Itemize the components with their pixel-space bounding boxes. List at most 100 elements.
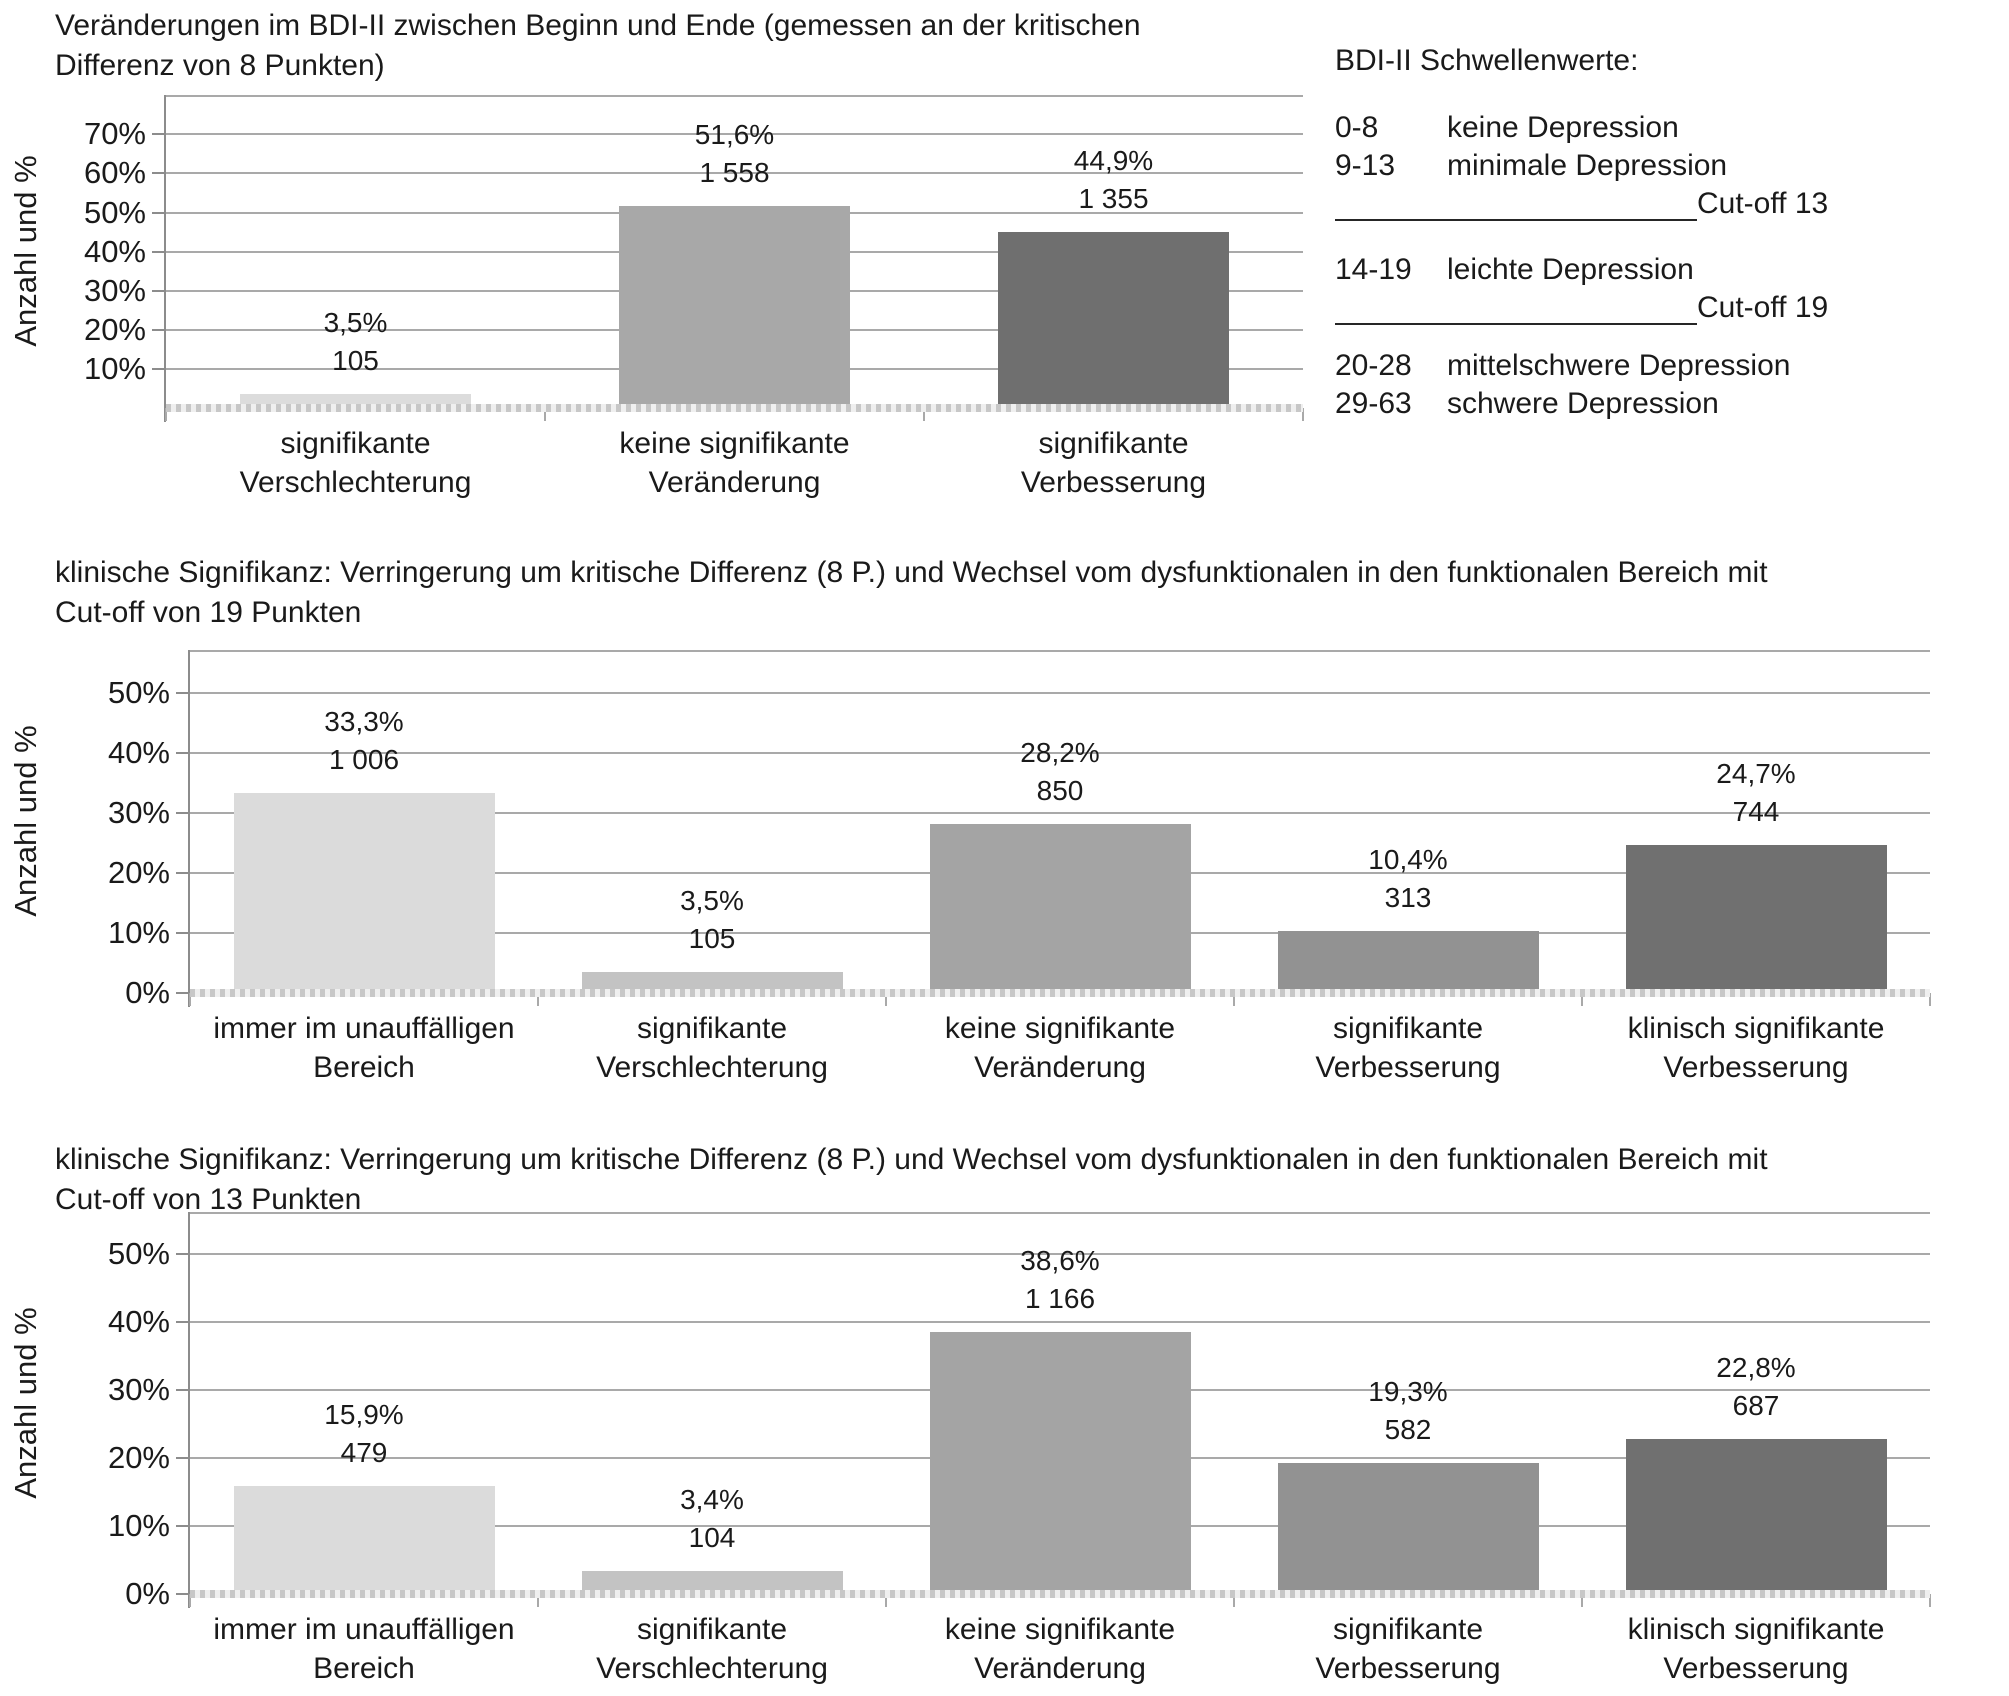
x-category-label: signifikante Verbesserung xyxy=(1315,1012,1501,1084)
y-tick-label: 40% xyxy=(107,1304,170,1339)
bar-percent-label: 44,9% xyxy=(1073,145,1154,177)
gridline xyxy=(190,692,1930,694)
gridline xyxy=(190,1321,1930,1323)
legend-label: leichte Depression xyxy=(1447,253,1694,286)
chart3-title-line2: Cut-off von 13 Punkten xyxy=(55,1183,362,1216)
y-axis-tick xyxy=(176,992,190,994)
x-category-label: keine signifikante Veränderung xyxy=(619,427,850,499)
chart1-title-line1: Veränderungen im BDI-II zwischen Beginn … xyxy=(55,9,1141,42)
y-axis-line xyxy=(188,650,190,1007)
y-tick-label: 40% xyxy=(83,233,146,269)
y-axis-tick xyxy=(176,1457,190,1459)
chart2-title-line1: klinische Signifikanz: Verringerung um k… xyxy=(55,556,1768,589)
x-category-label: signifikante Verbesserung xyxy=(1020,427,1207,499)
y-tick-label: 40% xyxy=(107,735,170,770)
bar-count-label: 582 xyxy=(1384,1413,1432,1445)
y-axis-tick xyxy=(176,1253,190,1255)
divider-line xyxy=(1335,185,1697,221)
legend-row-9-13: 9-13 minimale Depression xyxy=(1335,147,1955,185)
y-tick-label: 50% xyxy=(83,194,146,230)
legend-row-29-63: 29-63 schwere Depression xyxy=(1335,385,1955,423)
x-axis-tick xyxy=(189,1594,191,1607)
chart2-title-line2: Cut-off von 19 Punkten xyxy=(55,596,362,629)
y-axis-tick xyxy=(152,211,166,214)
legend-range: 20-28 xyxy=(1335,349,1412,382)
legend-row-0-8: 0-8 keine Depression xyxy=(1335,109,1955,147)
y-axis-tick xyxy=(176,1525,190,1527)
y-tick-label: 50% xyxy=(107,675,170,710)
bar-percent-label: 28,2% xyxy=(1020,736,1100,768)
chart3-plot: 0% 10% 20% 30% 40% 50% 15,9% 479 immer im unauff… xyxy=(108,1212,1931,1685)
y-axis-line xyxy=(188,1212,190,1608)
bar-count-label: 479 xyxy=(340,1436,388,1468)
x-axis-tick xyxy=(189,993,191,1006)
y-tick-label: 30% xyxy=(83,272,146,308)
bar-2 xyxy=(618,206,851,408)
legend-label: schwere Depression xyxy=(1447,387,1719,420)
x-axis-tick xyxy=(537,993,539,1006)
bar-percent-label: 3,5% xyxy=(323,307,388,339)
bar-count-label: 687 xyxy=(1732,1389,1780,1421)
gridline xyxy=(190,752,1930,754)
bar-count-label: 105 xyxy=(688,923,736,954)
bar-1 xyxy=(233,1485,495,1594)
y-axis-tick xyxy=(176,932,190,934)
y-axis-tick xyxy=(176,752,190,754)
legend-row-20-28: 20-28 mittelschwere Depression xyxy=(1335,347,1955,385)
bar-percent-label: 24,7% xyxy=(1716,757,1796,789)
y-axis-tick xyxy=(176,1321,190,1323)
x-axis-tick xyxy=(1929,1594,1931,1607)
gridline xyxy=(166,172,1303,175)
bar-percent-label: 51,6% xyxy=(694,119,775,151)
x-axis-tick xyxy=(1302,408,1304,421)
bdi-threshold-legend: BDI-II Schwellenwerte: 0-8 keine Depress… xyxy=(1335,42,1955,423)
x-category-label: immer im unauffälligen Bereich xyxy=(213,1613,515,1685)
gridline xyxy=(190,812,1930,814)
x-category-label: klinisch signifikante Verbesserung xyxy=(1627,1613,1885,1685)
bar-percent-label: 10,4% xyxy=(1368,843,1448,875)
y-tick-label: 10% xyxy=(83,350,146,386)
bar-percent-label: 22,8% xyxy=(1716,1351,1796,1383)
y-axis-tick xyxy=(152,133,166,136)
bar-percent-label: 3,4% xyxy=(680,1483,744,1515)
legend-range: 14-19 xyxy=(1335,253,1412,286)
plot-top-border xyxy=(166,95,1303,97)
x-category-label: keine signifikante Veränderung xyxy=(944,1613,1176,1685)
cutoff-13-divider: Cut-off 13 xyxy=(1335,185,1955,223)
x-category-label: signifikante Verschlechterung xyxy=(596,1012,828,1084)
x-category-label: signifikante Verschlechterung xyxy=(239,427,472,499)
x-category-label: signifikante Verschlechterung xyxy=(596,1613,828,1685)
bar-2 xyxy=(581,972,843,993)
cutoff-13-label: Cut-off 13 xyxy=(1697,187,1829,220)
x-axis-tick xyxy=(1233,1594,1235,1607)
y-axis-tick xyxy=(176,1593,190,1595)
bar-count-label: 1 355 xyxy=(1078,183,1149,215)
legend-title: BDI-II Schwellenwerte: xyxy=(1335,44,1639,77)
bar-3 xyxy=(929,1331,1191,1594)
cutoff-19-divider: Cut-off 19 xyxy=(1335,289,1955,327)
bar-count-label: 850 xyxy=(1036,774,1084,806)
bar-percent-label: 15,9% xyxy=(324,1398,404,1430)
bar-count-label: 1 166 xyxy=(1024,1282,1096,1314)
bar-4 xyxy=(1277,1462,1539,1594)
y-axis-tick xyxy=(152,172,166,175)
chart3-title-line1: klinische Signifikanz: Verringerung um k… xyxy=(55,1143,1768,1176)
legend-range: 29-63 xyxy=(1335,387,1412,420)
x-axis-tick xyxy=(165,408,167,421)
plot-top-border xyxy=(190,650,1930,652)
legend-label: minimale Depression xyxy=(1447,149,1728,182)
cutoff-19-label: Cut-off 19 xyxy=(1697,291,1829,324)
y-axis-tick xyxy=(152,289,166,292)
x-axis-tick xyxy=(885,993,887,1006)
x-category-label: immer im unauffälligen Bereich xyxy=(213,1012,515,1084)
x-category-label: keine signifikante Veränderung xyxy=(944,1012,1176,1084)
y-tick-label: 20% xyxy=(107,855,170,890)
x-axis-tick xyxy=(1581,993,1583,1006)
zero-baseline xyxy=(190,1590,1930,1598)
legend-row-14-19: 14-19 leichte Depression xyxy=(1335,251,1955,289)
bar-count-label: 105 xyxy=(332,345,379,377)
gridline xyxy=(190,1253,1930,1255)
bar-percent-label: 38,6% xyxy=(1020,1244,1100,1276)
y-axis-tick xyxy=(176,872,190,874)
x-axis-tick xyxy=(885,1594,887,1607)
